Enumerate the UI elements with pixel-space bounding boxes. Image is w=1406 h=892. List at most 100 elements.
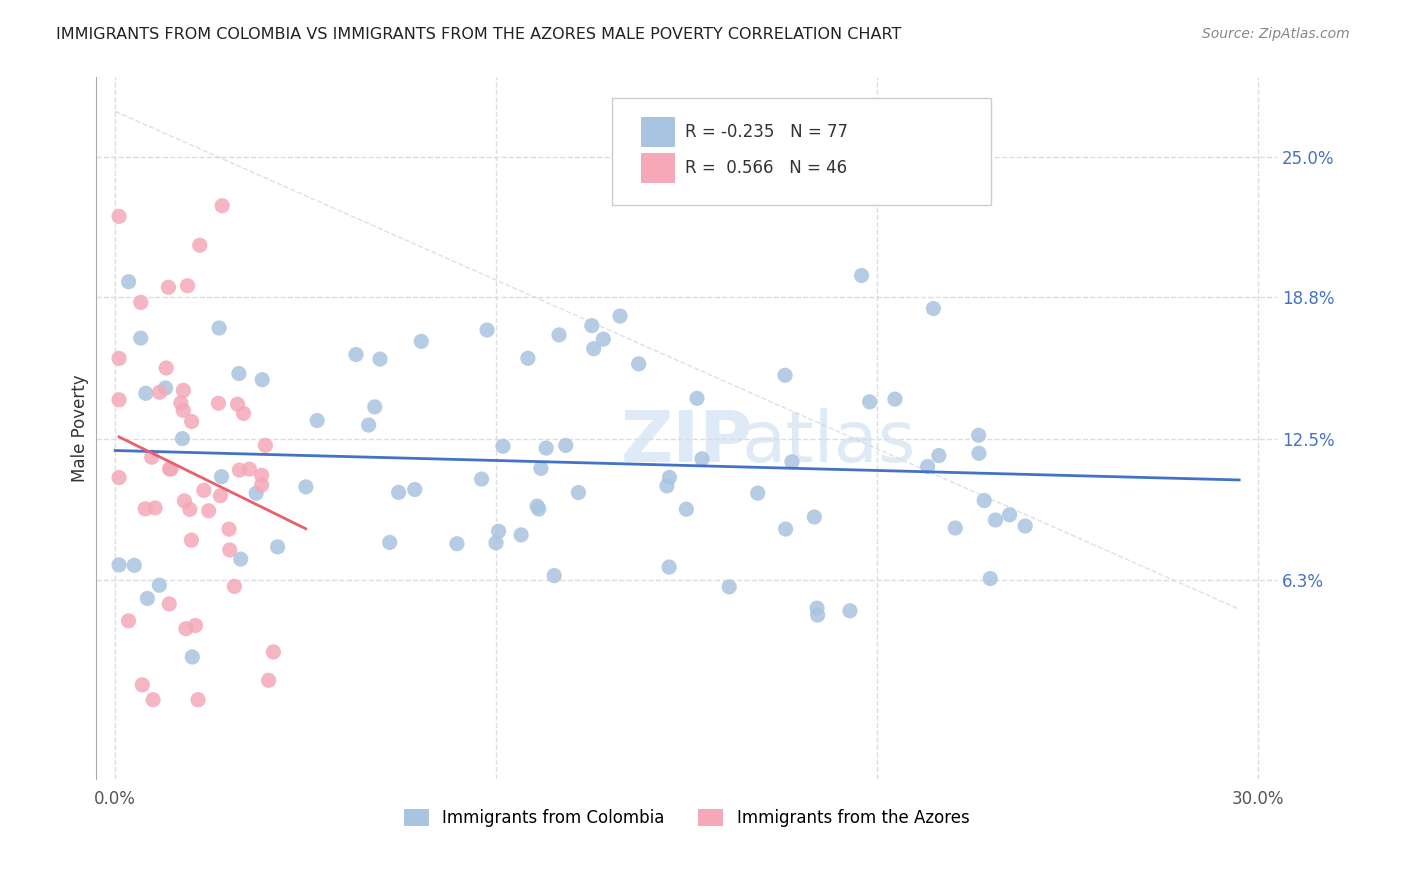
Point xyxy=(979,572,1001,586)
Point xyxy=(295,480,318,494)
Point xyxy=(492,439,515,453)
Point xyxy=(134,501,156,516)
Point xyxy=(943,521,966,535)
Point xyxy=(160,462,183,476)
Point xyxy=(548,327,571,342)
Point xyxy=(209,489,232,503)
Point xyxy=(226,397,249,411)
Text: R =  0.566   N = 46: R = 0.566 N = 46 xyxy=(685,159,846,177)
Text: ZIP: ZIP xyxy=(620,408,752,476)
Point xyxy=(207,396,229,410)
Point xyxy=(516,351,538,366)
Point xyxy=(655,479,678,493)
Point xyxy=(747,486,769,500)
Legend: Immigrants from Colombia, Immigrants from the Azores: Immigrants from Colombia, Immigrants fro… xyxy=(398,802,976,834)
Point xyxy=(184,618,207,632)
Point xyxy=(180,533,202,548)
Point xyxy=(658,470,681,484)
Point xyxy=(543,568,565,582)
Point xyxy=(675,502,697,516)
Point xyxy=(357,417,380,432)
Point xyxy=(475,323,498,337)
Point xyxy=(228,367,250,381)
Point xyxy=(554,438,576,452)
Text: Source: ZipAtlas.com: Source: ZipAtlas.com xyxy=(1202,27,1350,41)
Point xyxy=(193,483,215,498)
Point xyxy=(257,673,280,688)
Point xyxy=(378,535,401,549)
Point xyxy=(157,597,180,611)
Point xyxy=(197,504,219,518)
Point xyxy=(135,386,157,401)
Point xyxy=(129,331,152,345)
Point xyxy=(170,396,193,410)
Point xyxy=(155,361,177,376)
Point xyxy=(157,280,180,294)
Point xyxy=(534,441,557,455)
Point xyxy=(218,522,240,536)
Point xyxy=(188,238,211,252)
Point xyxy=(266,540,288,554)
Point xyxy=(411,334,433,349)
Point xyxy=(973,493,995,508)
Point xyxy=(173,494,195,508)
Point xyxy=(364,400,387,414)
Point xyxy=(1014,519,1036,533)
Point xyxy=(967,428,990,442)
Point xyxy=(967,446,990,460)
Point xyxy=(148,385,170,400)
Point xyxy=(592,332,614,346)
Point xyxy=(718,580,741,594)
Point xyxy=(773,368,796,383)
Point xyxy=(250,478,273,492)
Point xyxy=(510,528,533,542)
Point xyxy=(582,342,605,356)
Point xyxy=(238,462,260,476)
Point xyxy=(368,352,391,367)
Point xyxy=(208,321,231,335)
Point xyxy=(172,432,194,446)
Point xyxy=(232,406,254,420)
Point xyxy=(686,392,709,406)
Point xyxy=(928,449,950,463)
Point xyxy=(122,558,145,573)
Point xyxy=(488,524,510,539)
Point xyxy=(807,608,830,623)
Point xyxy=(180,415,202,429)
Point xyxy=(143,500,166,515)
Point xyxy=(142,692,165,706)
Point xyxy=(998,508,1021,522)
Point xyxy=(984,513,1007,527)
Point xyxy=(307,413,329,427)
Point xyxy=(567,485,589,500)
Point xyxy=(627,357,650,371)
Point xyxy=(884,392,907,406)
Point xyxy=(404,483,426,497)
Point xyxy=(254,438,277,452)
Point xyxy=(117,275,139,289)
Point xyxy=(775,522,797,536)
Point xyxy=(609,309,631,323)
Point xyxy=(803,510,825,524)
Point xyxy=(526,499,548,513)
Text: atlas: atlas xyxy=(741,408,915,476)
Y-axis label: Male Poverty: Male Poverty xyxy=(72,375,89,482)
Point xyxy=(148,578,170,592)
Point xyxy=(229,552,252,566)
Point xyxy=(262,645,284,659)
Point xyxy=(344,347,367,361)
Point xyxy=(228,463,250,477)
Point xyxy=(174,622,197,636)
Point xyxy=(250,468,273,483)
Point xyxy=(224,579,246,593)
Point xyxy=(806,601,828,615)
Point xyxy=(172,403,194,417)
Point xyxy=(159,462,181,476)
Point xyxy=(179,502,201,516)
Point xyxy=(485,536,508,550)
Point xyxy=(117,614,139,628)
Point xyxy=(690,451,713,466)
Point xyxy=(446,537,468,551)
Point xyxy=(108,558,131,572)
Point xyxy=(131,678,153,692)
